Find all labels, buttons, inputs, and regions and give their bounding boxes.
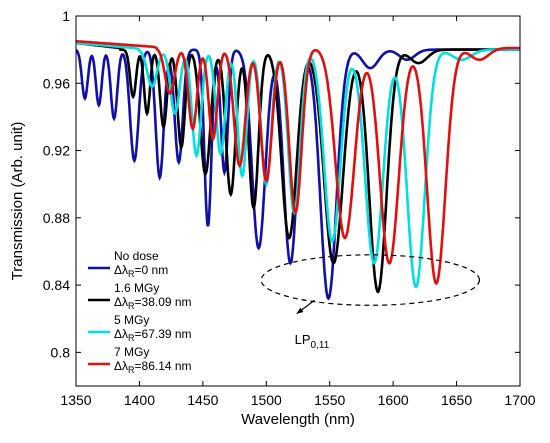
x-tick-label: 1350 xyxy=(60,392,91,408)
legend-label-4: 7 MGy xyxy=(114,345,149,359)
legend-shift-3: ΔλR=67.39 nm xyxy=(114,327,192,343)
x-tick-label: 1400 xyxy=(124,392,155,408)
x-tick-label: 1550 xyxy=(314,392,345,408)
y-axis-label: Transmission (Arb. unit) xyxy=(9,122,26,281)
y-tick-label: 0.84 xyxy=(43,277,70,293)
legend-label-2: 1.6 MGy xyxy=(114,281,159,295)
x-tick-label: 1600 xyxy=(378,392,409,408)
annotation-ellipse xyxy=(260,254,481,306)
legend-label-1: No dose xyxy=(114,249,159,263)
y-tick-label: 0.92 xyxy=(43,143,70,159)
x-axis-label: Wavelength (nm) xyxy=(241,411,355,428)
annotation-arrowhead xyxy=(296,307,304,314)
legend-shift-4: ΔλR=86.14 nm xyxy=(114,359,192,375)
annotation-label: LP0,11 xyxy=(295,332,330,351)
x-tick-label: 1450 xyxy=(187,392,218,408)
series-layer xyxy=(76,39,520,301)
annotation: LP0,11 xyxy=(260,254,481,351)
series-line-4 xyxy=(76,39,520,286)
x-tick-label: 1700 xyxy=(504,392,535,408)
series-line-2 xyxy=(76,41,520,294)
legend-shift-1: ΔλR=0 nm xyxy=(114,263,168,279)
legend-shift-2: ΔλR=38.09 nm xyxy=(114,295,192,311)
legend-label-3: 5 MGy xyxy=(114,313,149,327)
series-line-3 xyxy=(76,41,520,289)
x-tick-label: 1650 xyxy=(441,392,472,408)
y-tick-label: 0.88 xyxy=(43,210,70,226)
x-tick-label: 1500 xyxy=(251,392,282,408)
plot-frame xyxy=(75,15,521,387)
axis-ticks: 1350 1400 1450 1500 1550 1600 1650 1700 0.8 0.84 0… xyxy=(43,8,536,408)
y-tick-label: 1 xyxy=(62,8,70,24)
y-tick-label: 0.96 xyxy=(43,75,70,91)
y-tick-label: 0.8 xyxy=(51,344,71,360)
